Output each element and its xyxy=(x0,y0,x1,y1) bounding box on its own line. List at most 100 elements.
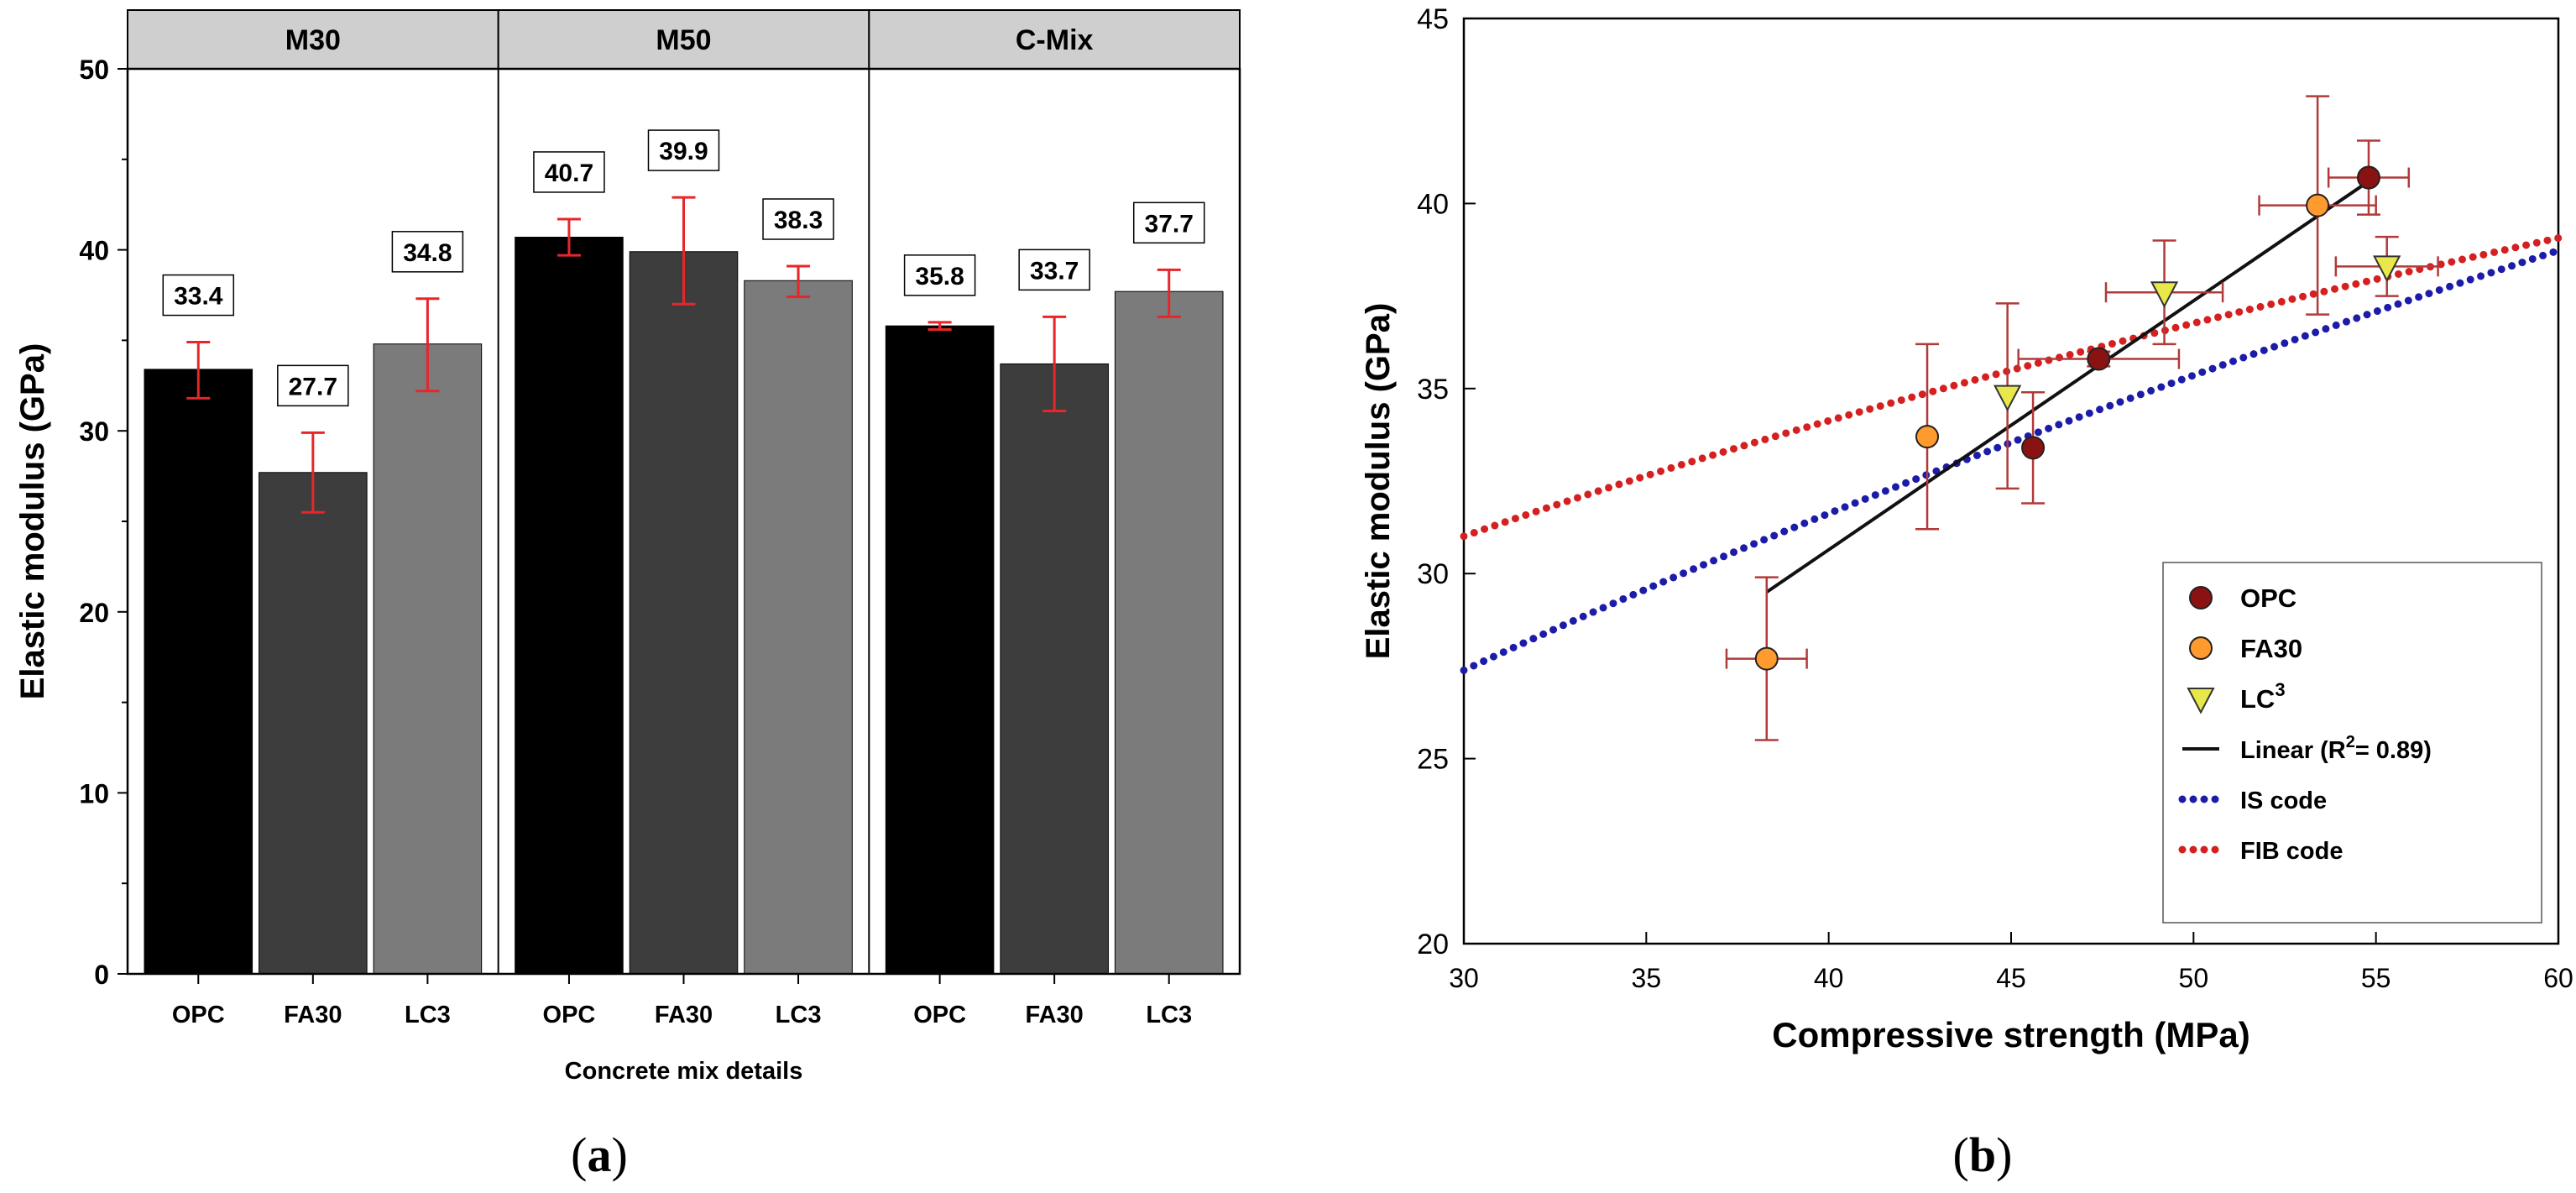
scatter-point-opc xyxy=(2021,436,2046,460)
legend-label-text: LC xyxy=(2240,684,2275,714)
panel-label-part: ) xyxy=(612,1128,628,1182)
data-label: 34.8 xyxy=(403,239,452,267)
legend-box xyxy=(2162,562,2542,924)
y-tick-label: 30 xyxy=(79,416,109,447)
y-tick-label: 20 xyxy=(1417,929,1449,960)
y-tick-label: 25 xyxy=(1417,744,1449,776)
legend-label: FIB code xyxy=(2240,838,2343,865)
legend-label: Linear (R2= 0.89) xyxy=(2240,733,2432,764)
y-tick-label: 40 xyxy=(79,236,109,266)
data-label-box xyxy=(391,231,464,273)
data-label: 33.7 xyxy=(1030,257,1079,285)
data-label: 35.8 xyxy=(915,263,964,290)
legend-label: FA30 xyxy=(2240,634,2302,663)
x-tick-label: OPC xyxy=(172,1002,225,1028)
legend-label: OPC xyxy=(2240,583,2296,613)
panel-label-part: a xyxy=(588,1128,612,1182)
x-tick-label: LC3 xyxy=(1146,1002,1192,1028)
scatter-point-lc3 xyxy=(2373,255,2401,282)
data-label: 33.4 xyxy=(174,283,223,311)
x-tick-label: 60 xyxy=(2543,963,2573,993)
panel-label-part: b xyxy=(1969,1128,1996,1182)
x-tick-label: 50 xyxy=(2179,963,2209,993)
facet-label: M50 xyxy=(656,24,711,56)
data-label: 40.7 xyxy=(545,160,593,187)
scatter-point-opc xyxy=(2087,347,2111,371)
scatter-chart-panel: 30 35 40 45 50 55 60 20 25 30 35 40 45 Elastic modulu… xyxy=(1360,3,2573,1182)
panel-label-part: ( xyxy=(571,1128,587,1182)
data-label: 38.3 xyxy=(774,207,823,234)
data-label-box xyxy=(533,151,605,193)
y-tick-label: 0 xyxy=(94,960,109,990)
facet-label: C-Mix xyxy=(1016,24,1094,56)
panel-label-part: ( xyxy=(1953,1128,1969,1182)
fib-code-line xyxy=(1460,234,2563,541)
x-tick-label: 45 xyxy=(1996,963,2026,993)
legend-label-sup: 2 xyxy=(2346,733,2355,751)
x-tick-label: OPC xyxy=(913,1002,966,1028)
legend-label: LC3 xyxy=(2240,679,2286,714)
facet-header-c-mix xyxy=(868,9,1241,70)
scatter-point-fa30 xyxy=(2306,193,2330,217)
data-label: 27.7 xyxy=(289,373,337,400)
facet-header-m30 xyxy=(127,9,499,70)
legend: OPC FA30 LC3 Linear (R2= 0.89) IS code FIB co… xyxy=(2162,562,2542,924)
y-tick-label: 30 xyxy=(1417,558,1449,590)
y-axis-label: Elastic modulus (GPa) xyxy=(1360,303,1397,660)
data-label: 37.7 xyxy=(1145,210,1194,238)
x-tick-label: 30 xyxy=(1449,963,1479,993)
is-code-line xyxy=(1460,246,2563,674)
x-tick-label: LC3 xyxy=(405,1002,451,1028)
legend-marker-opc xyxy=(2189,586,2213,610)
y-tick-label: 50 xyxy=(79,55,109,85)
scatter-point-lc3 xyxy=(2150,281,2179,308)
legend-label-text: Linear (R xyxy=(2240,737,2346,764)
x-tick-label: 35 xyxy=(1632,963,1662,993)
data-label-box xyxy=(162,274,235,317)
data-label-box xyxy=(762,198,834,240)
legend-label-text: IS code xyxy=(2240,787,2327,814)
data-label-box xyxy=(277,364,349,407)
y-axis-label: Elastic modulus (GPa) xyxy=(14,343,51,700)
legend-label-tail: = 0.89) xyxy=(2355,737,2432,764)
bar xyxy=(744,280,853,975)
panel-label-part: ) xyxy=(1996,1128,2012,1182)
x-tick-label: FA30 xyxy=(284,1002,342,1028)
y-tick-label: 10 xyxy=(79,778,109,808)
x-axis-label: Concrete mix details xyxy=(565,1058,803,1085)
y-tick-label: 35 xyxy=(1417,374,1449,406)
bar xyxy=(885,325,995,975)
x-tick-label: 55 xyxy=(2361,963,2391,993)
bar xyxy=(144,369,253,975)
x-tick-label: FA30 xyxy=(655,1002,713,1028)
x-tick-label: 40 xyxy=(1814,963,1844,993)
y-tick-label: 20 xyxy=(79,598,109,628)
scatter-point-fa30 xyxy=(1754,646,1779,671)
scatter-point-fa30 xyxy=(1915,425,1940,449)
data-label-box xyxy=(1018,249,1090,291)
bar xyxy=(1000,363,1109,975)
legend-marker-fa30 xyxy=(2189,636,2213,660)
scatter-point-opc xyxy=(2356,165,2380,190)
data-label: 39.9 xyxy=(659,138,708,165)
bar xyxy=(629,251,739,975)
data-label-box xyxy=(903,254,976,296)
legend-label-text: FIB code xyxy=(2240,838,2343,865)
legend-marker-lc3 xyxy=(2187,688,2215,714)
x-tick-label: OPC xyxy=(543,1002,596,1028)
legend-label-sup: 3 xyxy=(2275,679,2285,700)
legend-label-text: FA30 xyxy=(2240,634,2302,663)
data-label-box xyxy=(1132,201,1205,244)
facet-label: M30 xyxy=(285,24,341,56)
x-tick-label: FA30 xyxy=(1026,1002,1084,1028)
bar xyxy=(373,343,483,975)
legend-label: IS code xyxy=(2240,787,2327,814)
bar xyxy=(259,472,368,975)
panel-label-a: (a) xyxy=(571,1128,628,1182)
x-axis-label: Compressive strength (MPa) xyxy=(1772,1015,2249,1054)
legend-label-text: OPC xyxy=(2240,583,2296,613)
bar xyxy=(515,237,624,975)
data-label-box xyxy=(647,129,720,171)
scatter-point-lc3 xyxy=(1993,385,2022,412)
